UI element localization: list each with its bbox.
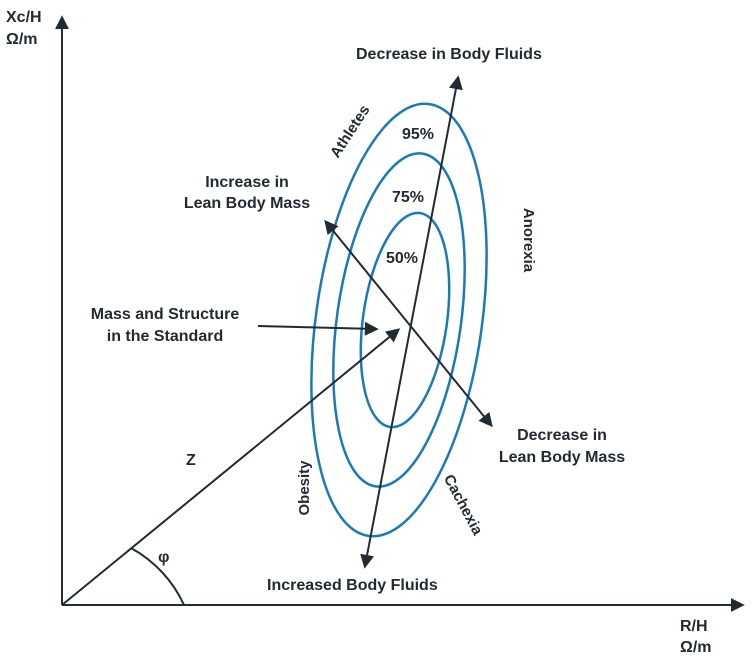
decrease-lean-body-mass-label-2: Lean Body Mass [499, 449, 625, 466]
vector-magnitude-label: Z [186, 452, 196, 469]
obesity-label: Obesity [296, 460, 313, 516]
y-axis-unit: Ω/m [6, 31, 38, 48]
phase-angle-arc [130, 547, 185, 606]
increase-lean-body-mass-label-1: Increase in [205, 174, 289, 191]
ellipse-label-75: 75% [392, 189, 424, 206]
ellipse-label-50: 50% [386, 250, 418, 267]
y-axis-label: Xc/H [6, 9, 42, 26]
decrease-body-fluids-label: Decrease in Body Fluids [356, 46, 542, 63]
x-axis-label: R/H [680, 618, 708, 635]
x-axis-unit: Ω/m [680, 639, 712, 656]
anorexia-label: Anorexia [520, 208, 537, 273]
lean-body-mass-axis-arrow [324, 219, 493, 428]
standard-pointer-arrow [257, 321, 379, 336]
decrease-lean-body-mass-label-1: Decrease in [517, 427, 607, 444]
increased-body-fluids-label: Increased Body Fluids [267, 577, 438, 594]
body-fluids-axis-arrow [360, 75, 463, 569]
phase-angle-label: φ [158, 549, 169, 566]
standard-label-2: in the Standard [107, 328, 223, 345]
standard-label-1: Mass and Structure [91, 306, 240, 323]
tolerance-ellipses [310, 102, 488, 538]
cachexia-label: Cachexia [440, 472, 486, 539]
impedance-vector-z [61, 328, 401, 606]
increase-lean-body-mass-label-2: Lean Body Mass [184, 195, 310, 212]
ellipse-label-95: 95% [402, 126, 434, 143]
